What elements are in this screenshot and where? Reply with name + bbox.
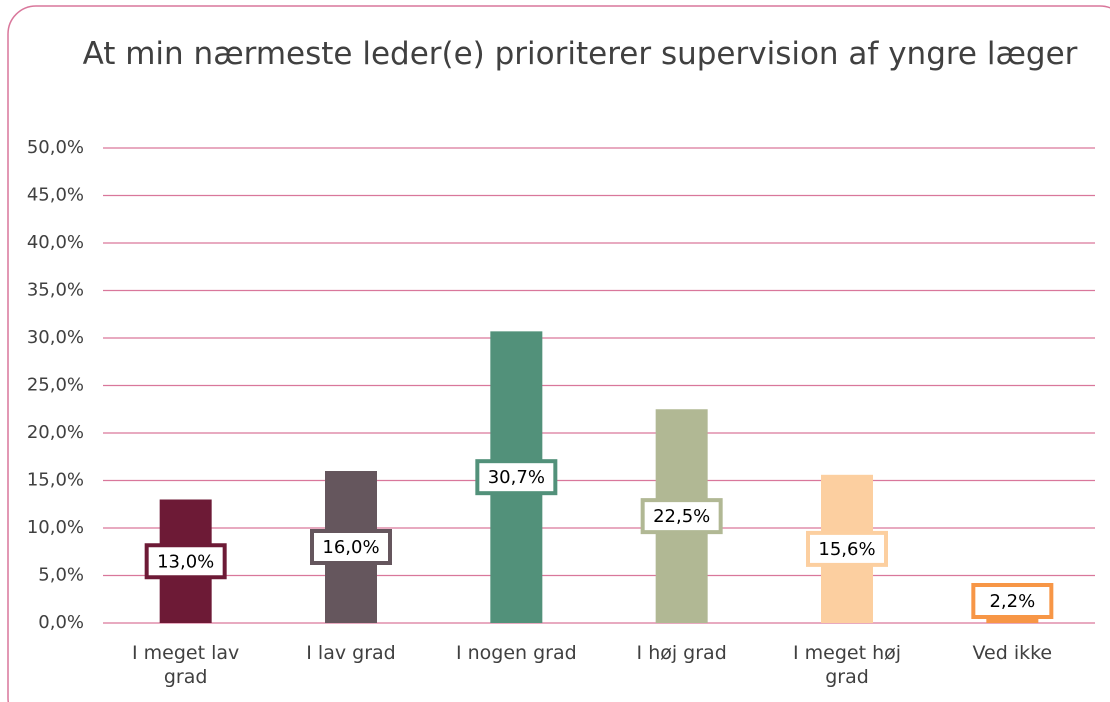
- y-tick-label: 50,0%: [27, 137, 84, 158]
- data-label: 16,0%: [322, 537, 379, 558]
- x-tick-label: Ved ikke: [972, 642, 1053, 664]
- data-label-box: [310, 529, 392, 565]
- y-tick-label: 30,0%: [27, 327, 84, 348]
- data-label-box: [144, 543, 227, 580]
- y-tick-label: 10,0%: [27, 517, 84, 538]
- y-tick-label: 25,0%: [27, 375, 84, 396]
- data-label: 15,6%: [818, 539, 875, 560]
- y-tick-label: 40,0%: [27, 232, 84, 253]
- x-tick-label: I meget høj grad: [792, 642, 902, 688]
- x-tick-label: I meget lav grad: [132, 642, 240, 688]
- y-tick-label: 0,0%: [38, 612, 84, 633]
- y-tick-label: 5,0%: [38, 565, 84, 586]
- y-tick-label: 15,0%: [27, 470, 84, 491]
- y-tick-label: 45,0%: [27, 185, 84, 206]
- data-label-box: [475, 459, 558, 496]
- x-tick-label: I lav grad: [306, 642, 396, 664]
- x-tick-label: I nogen grad: [455, 642, 577, 664]
- data-label: 22,5%: [653, 506, 710, 527]
- data-label-box: [806, 530, 888, 567]
- data-label: 30,7%: [488, 467, 545, 488]
- chart-title: At min nærmeste leder(e) prioriterer sup…: [82, 36, 1078, 72]
- y-tick-label: 20,0%: [27, 422, 84, 443]
- y-tick-label: 35,0%: [27, 280, 84, 301]
- x-tick-label: I høj grad: [636, 642, 727, 664]
- data-label: 2,2%: [989, 591, 1035, 612]
- data-label-box: [971, 583, 1054, 619]
- data-label: 13,0%: [157, 551, 214, 572]
- data-label-box: [640, 498, 723, 535]
